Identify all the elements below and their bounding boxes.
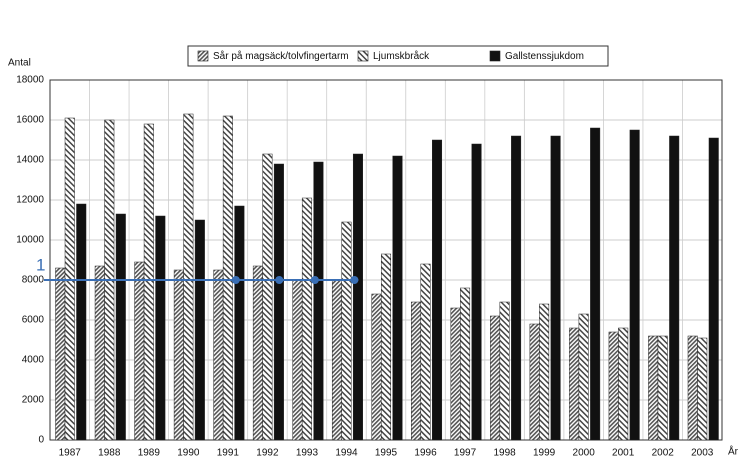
y-tick-label: 12000 <box>16 195 44 206</box>
bar <box>331 279 342 441</box>
bar <box>708 137 719 441</box>
bar <box>222 115 233 441</box>
bar <box>432 139 443 441</box>
x-axis-label: År <box>728 445 739 458</box>
x-tick-label: 2003 <box>691 448 714 459</box>
bar <box>155 215 166 441</box>
reference-dot <box>275 276 284 284</box>
legend-label: Sår på magsäck/tolvfingertarm <box>213 50 349 62</box>
x-tick-label: 1999 <box>533 448 556 459</box>
bar <box>618 327 629 441</box>
bar <box>301 197 312 441</box>
legend-swatch <box>197 50 209 62</box>
x-tick-label: 1998 <box>493 448 516 459</box>
bar <box>608 331 619 441</box>
y-tick-label: 14000 <box>16 155 44 166</box>
bar <box>371 293 382 441</box>
bar <box>648 335 659 441</box>
x-tick-label: 1987 <box>59 448 82 459</box>
legend-box <box>187 45 609 67</box>
y-tick-label: 18000 <box>16 75 44 86</box>
y-tick-label: 8000 <box>22 275 45 286</box>
x-tick-label: 2002 <box>652 448 675 459</box>
bar <box>213 269 224 441</box>
bar <box>262 153 273 441</box>
x-tick-label: 1990 <box>177 448 200 459</box>
legend: Sår på magsäck/tolvfingertarm Ljumskbråck… <box>187 45 609 67</box>
bar <box>234 205 245 441</box>
bar <box>134 261 145 441</box>
bar <box>687 335 698 441</box>
x-tick-label: 1993 <box>296 448 319 459</box>
x-tick-label: 1988 <box>98 448 121 459</box>
y-tick-label: 16000 <box>16 115 44 126</box>
bar <box>76 203 87 441</box>
bar <box>55 267 66 441</box>
bar <box>569 327 580 441</box>
x-tick-label: 1991 <box>217 448 240 459</box>
bar <box>143 123 154 441</box>
bar <box>629 129 640 441</box>
bar <box>94 265 105 441</box>
bar <box>115 213 126 441</box>
bar <box>392 155 403 441</box>
bar <box>657 335 668 441</box>
y-tick-label: 6000 <box>22 315 45 326</box>
bar <box>352 153 363 441</box>
bar <box>183 113 194 441</box>
bar <box>590 127 601 441</box>
x-tick-label: 1997 <box>454 448 477 459</box>
reference-dot <box>350 276 359 284</box>
bar <box>341 221 352 441</box>
x-tick-label: 1995 <box>375 448 398 459</box>
bar <box>511 135 522 441</box>
bar <box>490 315 501 441</box>
reference-label: 1 <box>36 255 45 274</box>
x-tick-label: 2000 <box>573 448 596 459</box>
bar <box>420 263 431 441</box>
bar <box>313 161 324 441</box>
reference-dot <box>231 276 240 284</box>
bar <box>411 301 422 441</box>
bar <box>529 323 540 441</box>
bar <box>669 135 680 441</box>
bar <box>460 287 471 441</box>
y-tick-label: 4000 <box>22 355 45 366</box>
bar <box>292 279 303 441</box>
bar <box>450 307 461 441</box>
x-tick-label: 1994 <box>335 448 358 459</box>
bar <box>194 219 205 441</box>
y-tick-label: 0 <box>38 435 44 446</box>
y-axis-label: Antal <box>8 58 31 69</box>
x-tick-label: 1992 <box>256 448 279 459</box>
bar <box>381 253 391 441</box>
legend-label: Gallstenssjukdom <box>505 51 584 62</box>
bar <box>578 313 589 441</box>
bar <box>173 269 184 441</box>
x-tick-label: 1989 <box>138 448 161 459</box>
reference-dot <box>310 276 319 284</box>
bar <box>273 163 284 441</box>
legend-label: Ljumskbråck <box>373 50 430 62</box>
x-tick-label: 2001 <box>612 448 635 459</box>
y-tick-label: 2000 <box>22 395 45 406</box>
legend-swatch <box>489 50 501 62</box>
bar <box>697 337 708 441</box>
bar <box>550 135 561 441</box>
y-tick-label: 10000 <box>16 235 44 246</box>
legend-swatch <box>357 50 369 62</box>
bar <box>471 143 482 441</box>
x-tick-label: 1996 <box>414 448 437 459</box>
bar <box>252 265 263 441</box>
bar <box>539 303 550 441</box>
bar <box>499 301 510 441</box>
